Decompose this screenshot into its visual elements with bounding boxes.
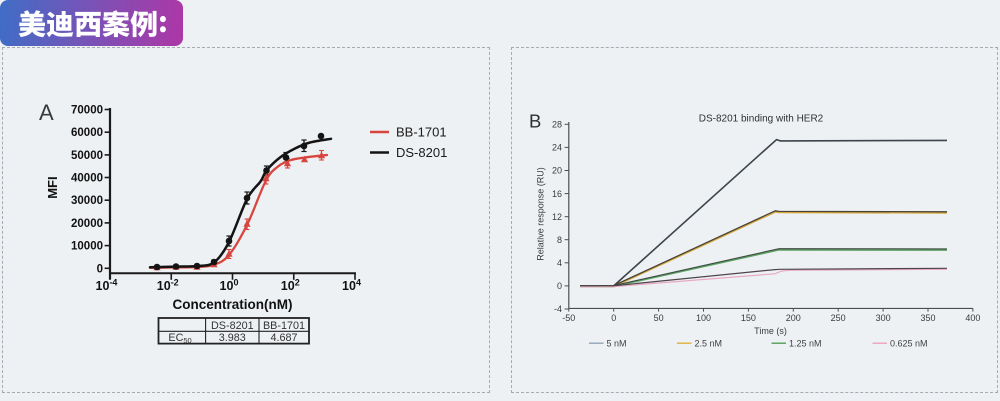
svg-text:0: 0 — [557, 281, 562, 291]
svg-text:5 nM: 5 nM — [607, 339, 627, 349]
svg-text:Concentration(nM): Concentration(nM) — [173, 297, 293, 312]
svg-text:400: 400 — [965, 313, 980, 323]
svg-text:MFI: MFI — [45, 176, 60, 198]
svg-text:Time (s): Time (s) — [754, 326, 787, 336]
svg-text:Relative response (RU): Relative response (RU) — [536, 167, 546, 261]
svg-text:200: 200 — [786, 313, 801, 323]
svg-text:12: 12 — [552, 212, 562, 222]
svg-text:50000: 50000 — [71, 150, 103, 162]
svg-text:100: 100 — [696, 313, 711, 323]
svg-text:50: 50 — [654, 313, 664, 323]
svg-text:4.687: 4.687 — [270, 332, 297, 344]
svg-text:16: 16 — [552, 189, 562, 199]
svg-text:10-2: 10-2 — [157, 278, 179, 294]
svg-text:300: 300 — [876, 313, 891, 323]
svg-text:-4: -4 — [554, 304, 562, 314]
svg-text:BB-1701: BB-1701 — [263, 320, 305, 332]
svg-text:BB-1701: BB-1701 — [396, 125, 447, 140]
svg-text:24: 24 — [552, 143, 562, 153]
svg-text:8: 8 — [557, 235, 562, 245]
svg-text:100: 100 — [220, 278, 239, 294]
svg-text:102: 102 — [281, 278, 300, 294]
svg-text:10000: 10000 — [71, 241, 103, 253]
svg-text:DS-8201: DS-8201 — [211, 320, 254, 332]
svg-text:2.5 nM: 2.5 nM — [695, 339, 723, 349]
svg-text:0: 0 — [97, 263, 103, 275]
svg-text:30000: 30000 — [71, 195, 103, 207]
svg-text:3.983: 3.983 — [219, 332, 246, 344]
svg-text:350: 350 — [920, 313, 935, 323]
svg-text:4: 4 — [557, 258, 562, 268]
svg-text:EC50: EC50 — [168, 332, 191, 345]
svg-text:B: B — [529, 111, 541, 132]
svg-text:A: A — [39, 100, 54, 125]
svg-text:0: 0 — [611, 313, 616, 323]
svg-text:20000: 20000 — [71, 218, 103, 230]
svg-text:10-4: 10-4 — [96, 278, 118, 294]
svg-text:70000: 70000 — [71, 105, 103, 117]
svg-text:150: 150 — [741, 313, 756, 323]
svg-text:DS-8201 binding with HER2: DS-8201 binding with HER2 — [699, 114, 824, 125]
svg-text:60000: 60000 — [71, 127, 103, 139]
svg-text:0.625 nM: 0.625 nM — [890, 339, 928, 349]
svg-text:DS-8201: DS-8201 — [396, 145, 447, 160]
svg-text:20: 20 — [552, 166, 562, 176]
svg-text:-50: -50 — [562, 313, 575, 323]
svg-text:40000: 40000 — [71, 173, 103, 185]
svg-text:104: 104 — [342, 278, 361, 294]
svg-text:1.25 nM: 1.25 nM — [789, 339, 822, 349]
svg-text:250: 250 — [831, 313, 846, 323]
svg-text:28: 28 — [552, 120, 562, 130]
